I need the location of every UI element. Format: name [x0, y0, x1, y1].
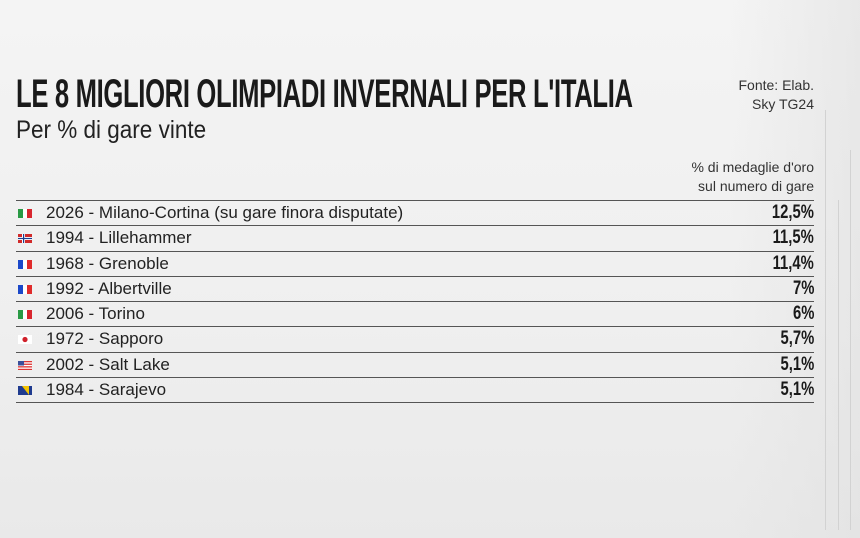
row-label: 2026 - Milano-Cortina (su gare finora di… [46, 203, 404, 222]
row-label: 1994 - Lillehammer [46, 228, 192, 248]
table-row: 1992 - Albertville 7% [16, 277, 814, 303]
column-header: % di medaglie d'oro sul numero di gare [691, 158, 814, 196]
source-line: Sky TG24 [752, 96, 814, 112]
table-row: 2026 - Milano-Cortina (su gare finora di… [16, 201, 814, 227]
table-row: 2006 - Torino 6% [16, 302, 814, 328]
row-label: 1972 - Sapporo [46, 329, 164, 349]
row-value: 6% [792, 303, 814, 325]
row-value: 5,1% [780, 379, 814, 401]
italy-flag-icon [18, 310, 33, 320]
table-row: 1968 - Grenoble 11,4% [16, 252, 814, 277]
table-row: 1984 - Sarajevo 5,1% [16, 378, 814, 404]
france-flag-icon [18, 284, 33, 294]
row-value: 5,7% [780, 328, 814, 350]
row-label: 2002 - Salt Lake [46, 354, 170, 374]
row-value: 5,1% [780, 353, 814, 375]
row-value: 12,5% [771, 202, 814, 223]
table-row: 1972 - Sapporo 5,7% [16, 327, 814, 353]
page-subtitle: Per % di gare vinte [16, 116, 207, 144]
background-decoration [730, 0, 860, 538]
italy-flag-icon [18, 209, 33, 218]
bosnia-flag-icon [18, 386, 32, 396]
table-row: 2002 - Salt Lake 5,1% [16, 353, 814, 379]
column-header-line: sul numero di gare [698, 178, 814, 194]
japan-flag-icon [18, 335, 32, 345]
france-flag-icon [18, 259, 33, 269]
usa-flag-icon [18, 360, 32, 370]
norway-flag-icon [18, 234, 32, 244]
row-value: 11,4% [772, 252, 814, 274]
table-row: 1994 - Lillehammer 11,5% [16, 226, 814, 252]
row-value: 11,5% [772, 227, 814, 249]
row-label: 1992 - Albertville [46, 278, 172, 298]
row-label: 1984 - Sarajevo [46, 380, 167, 400]
ranking-table: 2026 - Milano-Cortina (su gare finora di… [16, 200, 814, 404]
source-line: Fonte: Elab. [738, 77, 815, 93]
row-value: 7% [792, 277, 814, 299]
row-label: 1968 - Grenoble [46, 253, 169, 273]
row-label: 2006 - Torino [46, 304, 145, 324]
page-title: LE 8 MIGLIORI OLIMPIADI INVERNALI PER L'… [16, 72, 633, 116]
source-note: Fonte: Elab. Sky TG24 [739, 76, 815, 114]
column-header-line: % di medaglie d'oro [691, 159, 814, 175]
